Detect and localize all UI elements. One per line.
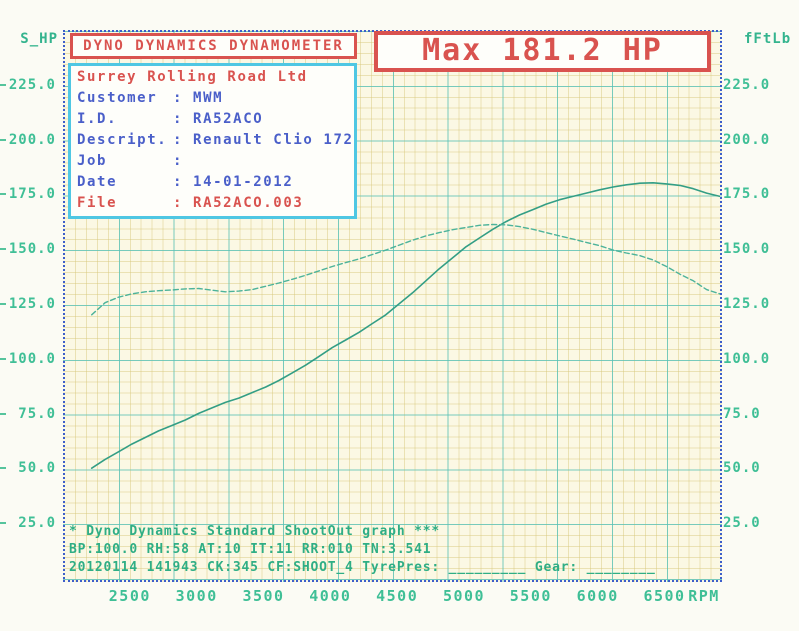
run-info-label: Customer (77, 90, 158, 106)
dyno-title: DYNO DYNAMICS DYNAMOMETER (70, 33, 357, 59)
y-tick-label-left: 25.0 (18, 515, 56, 532)
x-tick-label: 3000 (175, 587, 218, 605)
run-info-row: Customer : MWM (77, 88, 354, 109)
y-axis-tick-mark (0, 193, 6, 196)
y-tick-label-left: 200.0 (8, 131, 56, 148)
torque-curve (91, 223, 720, 316)
run-info-row: File : RA52ACO.003 (77, 193, 354, 214)
max-power-readout: Max 181.2 HP (374, 31, 711, 72)
run-info-value: : MWM (173, 90, 224, 106)
y-tick-label-right: 50.0 (723, 460, 761, 477)
run-info-rows: Customer : MWM I.D. : RA52ACO Descript. : Ren… (77, 88, 354, 214)
y-axis-tick-mark (0, 248, 6, 251)
x-tick-label: 4000 (309, 587, 352, 605)
run-info-value: : RA52ACO.003 (173, 195, 304, 211)
x-tick-label: 2500 (108, 587, 151, 605)
x-tick-label: 3500 (242, 587, 285, 605)
y-tick-label-right: 100.0 (723, 350, 771, 367)
run-info-value: : (173, 153, 184, 169)
x-tick-label: 4500 (376, 587, 419, 605)
run-info-label: Date (77, 174, 118, 190)
run-info-row: Job: (77, 151, 354, 172)
status-line-conditions: BP:100.0 RH:58 AT:10 IT:11 RR:010 TN:3.5… (69, 542, 432, 557)
y-tick-label-right: 25.0 (723, 515, 761, 532)
y-tick-label-right: 175.0 (723, 186, 771, 203)
x-tick-label: 6000 (576, 587, 619, 605)
y-axis-tick-mark (0, 522, 6, 525)
y-tick-label-left: 100.0 (8, 350, 56, 367)
run-info-box: Surrey Rolling Road Ltd Customer : MWM I.D… (68, 63, 357, 219)
y-axis-tick-mark (0, 138, 6, 141)
y-tick-label-left: 225.0 (8, 76, 56, 93)
status-line-run-id: 20120114 141943 CK:345 CF:SHOOT_4 TyrePr… (69, 560, 656, 575)
y-tick-label-right: 75.0 (723, 405, 761, 422)
y-tick-label-right: 200.0 (723, 131, 771, 148)
right-axis-title: fFtLb (744, 31, 792, 47)
y-axis-tick-mark (0, 303, 6, 305)
power-curve (90, 182, 720, 470)
run-info-label: I.D. (77, 111, 118, 127)
y-axis-tick-mark (0, 357, 6, 360)
run-info-label: Job (77, 153, 108, 169)
y-axis-tick-mark (0, 412, 6, 415)
run-info-value: : RA52ACO (173, 111, 264, 127)
x-tick-label: 6500 (643, 587, 686, 605)
y-tick-label-left: 125.0 (8, 296, 56, 312)
y-tick-label-left: 175.0 (8, 186, 56, 203)
y-tick-label-right: 125.0 (723, 296, 771, 312)
left-axis-title: S_HP (20, 31, 58, 47)
dyno-curves (90, 182, 720, 470)
x-axis-unit-label: RPM (688, 587, 720, 605)
y-tick-label-left: 75.0 (18, 405, 56, 422)
run-info-row: Descript. : Renault Clio 172 (77, 130, 354, 151)
run-info-value: : 14-01-2012 (173, 174, 294, 190)
y-tick-label-right: 225.0 (723, 76, 771, 93)
status-line-graph-type: * Dyno Dynamics Standard ShootOut graph … (69, 524, 440, 539)
run-info-value: : Renault Clio 172 (173, 132, 354, 148)
status-block: * Dyno Dynamics Standard ShootOut graph … (69, 523, 717, 577)
y-axis-tick-mark (0, 83, 6, 86)
run-info-label: Descript. (77, 132, 168, 148)
y-tick-label-left: 50.0 (18, 460, 56, 477)
y-tick-label-left: 150.0 (8, 241, 56, 258)
y-axis-tick-mark (0, 467, 6, 470)
company-name: Surrey Rolling Road Ltd (77, 69, 308, 85)
run-info-row: Date : 14-01-2012 (77, 172, 354, 193)
x-tick-label: 5500 (509, 587, 552, 605)
x-tick-label: 5000 (442, 587, 486, 605)
y-tick-label-right: 150.0 (723, 241, 771, 258)
run-info-label: File (77, 195, 118, 211)
run-info-row: I.D. : RA52ACO (77, 109, 354, 130)
